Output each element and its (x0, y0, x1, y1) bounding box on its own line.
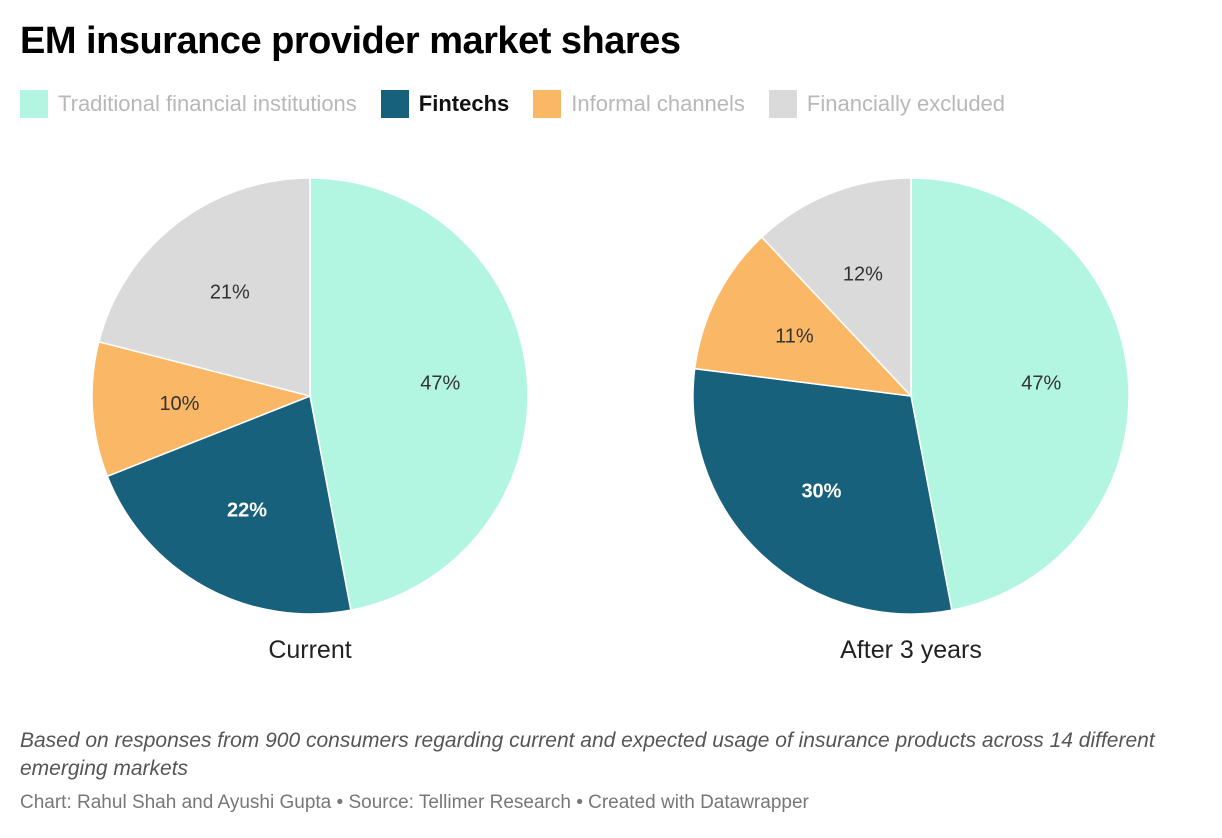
legend-label-fintechs: Fintechs (418, 91, 510, 116)
slice-label-excluded: 21% (210, 282, 250, 304)
pie-slice-excluded[interactable] (760, 177, 912, 398)
chart-title: EM insurance provider market shares (20, 20, 681, 62)
pie-slice-traditional[interactable] (910, 177, 1130, 612)
pie-slice-fintechs[interactable] (106, 394, 352, 615)
slice-label-fintechs: 30% (801, 480, 841, 502)
legend-label-informal: Informal channels (571, 91, 745, 116)
legend: Traditional financial institutions Finte… (20, 89, 1029, 119)
pie-slice-informal[interactable] (693, 236, 913, 398)
pie-slice-fintechs[interactable] (692, 367, 953, 615)
pie-caption-current: Current (268, 636, 352, 664)
pie-slice-informal[interactable] (91, 340, 313, 478)
slice-label-traditional: 47% (420, 373, 460, 395)
chart-notes: Based on responses from 900 consumers re… (20, 729, 1155, 780)
legend-swatch-excluded (768, 90, 797, 118)
legend-swatch-informal (533, 90, 562, 118)
legend-item-informal[interactable]: Informal channels (533, 90, 745, 118)
legend-swatch-fintechs (380, 90, 409, 118)
chart-credit: Chart: Rahul Shah and Ayushi Gupta • Sou… (20, 792, 809, 813)
legend-item-excluded[interactable]: Financially excluded (768, 90, 1006, 118)
slice-label-informal: 10% (159, 393, 199, 415)
pie-chart-current: 47% 22% 10% 21% (91, 177, 529, 615)
slice-label-informal: 11% (775, 326, 814, 348)
legend-swatch-traditional (20, 90, 48, 118)
pie-chart-after-3-years: 47% 30% 11% 12% (692, 177, 1130, 615)
slice-label-traditional: 47% (1021, 373, 1061, 395)
pie-slice-excluded[interactable] (97, 177, 311, 397)
pie-slice-traditional[interactable] (309, 177, 529, 612)
legend-item-fintechs[interactable]: Fintechs (380, 90, 510, 118)
slice-label-excluded: 12% (843, 263, 883, 285)
legend-item-traditional[interactable]: Traditional financial institutions (20, 90, 357, 118)
slice-label-fintechs: 22% (227, 500, 267, 522)
pie-caption-after-3-years: After 3 years (840, 636, 982, 664)
legend-label-excluded: Financially excluded (806, 91, 1006, 116)
legend-label-traditional: Traditional financial institutions (58, 91, 357, 116)
